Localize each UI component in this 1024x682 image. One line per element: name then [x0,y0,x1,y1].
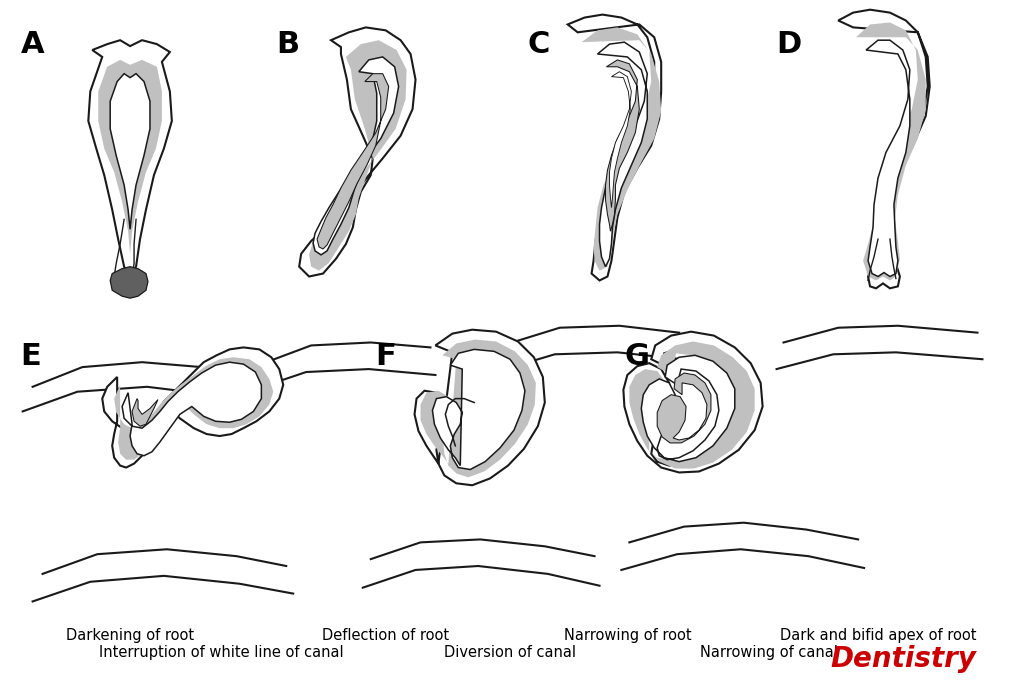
Polygon shape [657,373,711,443]
Text: Narrowing of canal: Narrowing of canal [699,644,838,659]
Text: Darkening of root: Darkening of root [66,628,195,643]
Polygon shape [605,60,639,231]
Polygon shape [567,14,662,280]
Polygon shape [114,357,273,460]
Polygon shape [309,40,407,271]
Text: E: E [20,342,41,372]
Polygon shape [299,27,416,276]
Polygon shape [839,10,930,288]
Polygon shape [856,23,926,280]
Polygon shape [598,42,647,267]
Polygon shape [630,342,755,469]
Polygon shape [313,57,398,255]
Polygon shape [317,74,389,249]
Text: G: G [625,342,649,372]
Text: Interruption of white line of canal: Interruption of white line of canal [99,644,344,659]
Polygon shape [102,347,284,468]
Polygon shape [111,267,148,298]
Text: C: C [528,30,550,59]
Polygon shape [415,329,545,486]
Polygon shape [111,74,150,229]
Polygon shape [866,40,910,276]
Text: Diversion of canal: Diversion of canal [444,644,577,659]
Text: D: D [776,30,802,59]
Polygon shape [132,398,158,426]
Polygon shape [582,27,662,271]
Polygon shape [432,349,525,469]
Polygon shape [641,355,735,462]
Polygon shape [88,40,172,276]
Text: Deflection of root: Deflection of root [323,628,450,643]
Text: Narrowing of root: Narrowing of root [563,628,691,643]
Polygon shape [421,340,536,477]
Text: Dentistry: Dentistry [829,644,976,672]
Text: A: A [20,30,44,59]
Polygon shape [609,72,632,207]
Polygon shape [98,60,162,254]
Text: F: F [376,342,396,372]
Text: Dark and bifid apex of root: Dark and bifid apex of root [779,628,976,643]
Polygon shape [122,362,261,456]
Text: B: B [276,30,299,59]
Polygon shape [624,331,763,473]
